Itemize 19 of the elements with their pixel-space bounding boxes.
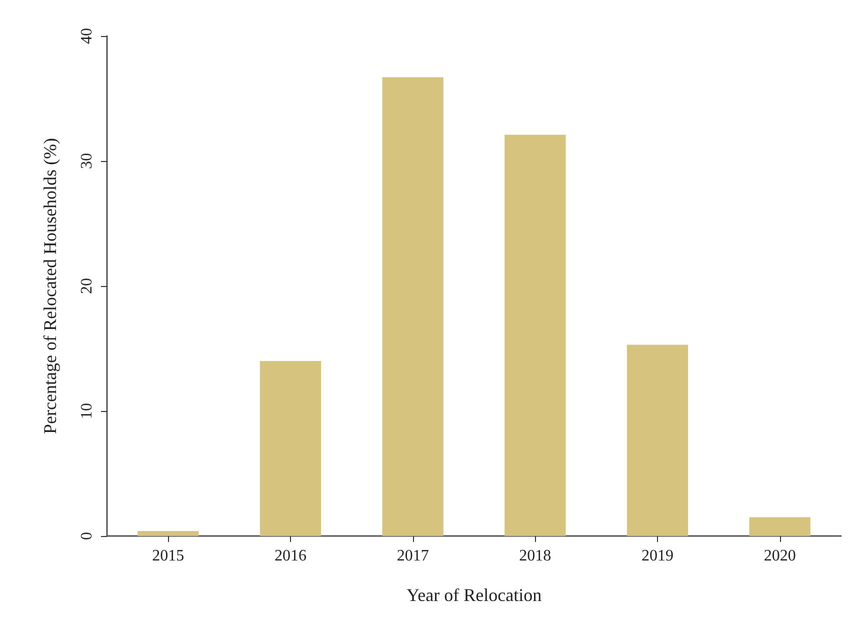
x-tick-label: 2018 (519, 548, 552, 564)
bar (626, 344, 688, 536)
x-tick-label: 2019 (642, 548, 674, 564)
bar (749, 517, 810, 536)
x-tick-label: 2017 (396, 548, 429, 564)
bar (260, 361, 322, 536)
x-tick-label: 2020 (764, 548, 796, 564)
y-tick-label: 40 (78, 28, 96, 44)
y-tick-label: 0 (78, 532, 96, 540)
bar (138, 531, 199, 536)
bar (382, 77, 444, 536)
x-tick-label: 2015 (152, 548, 184, 564)
y-tick-label: 30 (78, 153, 96, 169)
bar (504, 134, 566, 536)
x-tick-label: 2016 (274, 548, 306, 564)
y-tick-label: 10 (78, 403, 96, 419)
y-tick-label: 20 (78, 278, 96, 294)
x-axis-title: Year of Relocation (406, 585, 542, 605)
y-axis-title: Percentage of Relocated Households (%) (40, 138, 60, 434)
